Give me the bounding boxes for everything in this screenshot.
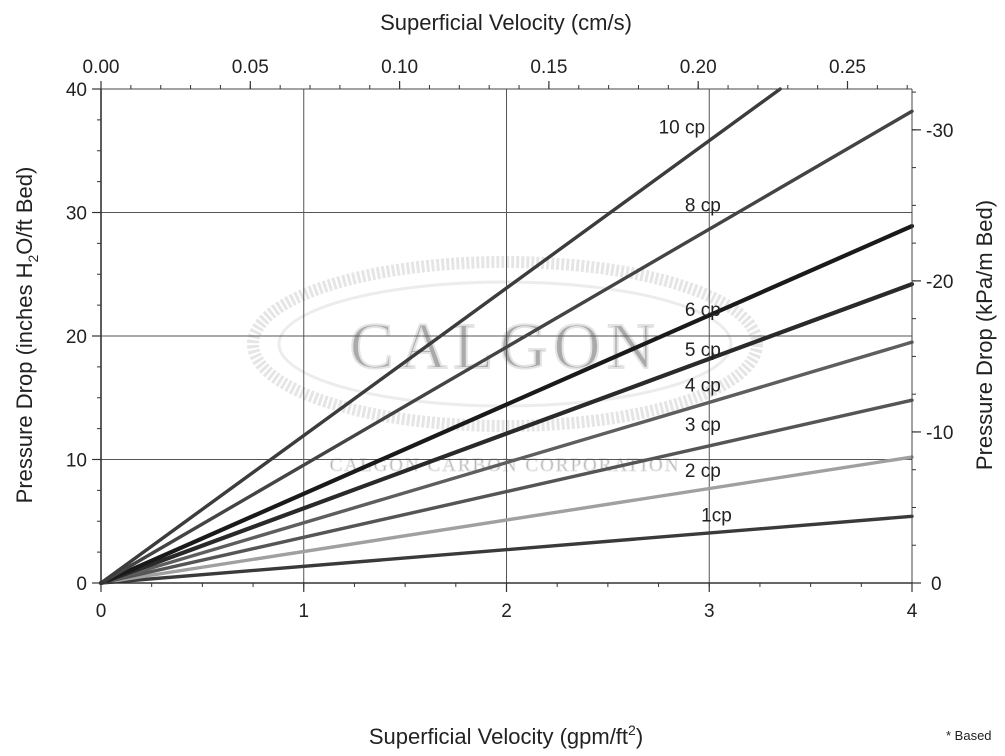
svg-text:CALGON: CALGON <box>350 310 661 383</box>
left-tick-label: 10 <box>66 451 87 472</box>
series-label-7: 2 cp <box>685 461 721 482</box>
series-label-2: 8 cp <box>685 195 721 216</box>
left-tick-label: 30 <box>66 204 87 225</box>
series-line-7 <box>99 109 914 585</box>
series-label-8: 1cp <box>701 505 732 526</box>
top-tick-label: 0.25 <box>829 57 866 78</box>
series-line-2 <box>99 455 914 585</box>
left-axis-title-end: O/ft Bed) <box>12 167 37 255</box>
top-tick-label: 0.15 <box>530 57 567 78</box>
series-line-8 <box>99 87 782 585</box>
footnote: * Based <box>946 728 992 743</box>
bottom-tick-label: 4 <box>907 601 918 622</box>
left-axis-title: Pressure Drop (inches H2O/ft Bed) <box>12 167 41 504</box>
axes: 0 1 2 3 4 0.00 0.05 0.10 0.15 0.20 0.25 0 10 20 30 40 0 -… <box>66 57 954 622</box>
series-label-3: 6 cp <box>685 300 721 321</box>
left-tick-label: 40 <box>66 80 87 101</box>
right-tick-label: -20 <box>926 272 953 293</box>
bottom-tick-label: 0 <box>96 601 107 622</box>
bottom-tick-label: 2 <box>501 601 512 622</box>
top-tick-label: 0.10 <box>381 57 418 78</box>
left-axis-title-main: Pressure Drop (inches H <box>12 262 37 503</box>
grid <box>101 89 912 583</box>
series-line-1 <box>99 514 914 585</box>
left-tick-label: 0 <box>76 574 87 595</box>
series-line-6 <box>98 223 915 586</box>
bottom-axis-title-sup: 2 <box>628 722 636 738</box>
bottom-axis-title-main: Superficial Velocity (gpm/ft <box>369 724 628 749</box>
series-label-6: 3 cp <box>685 415 721 436</box>
bottom-tick-label: 1 <box>298 601 309 622</box>
top-tick-label: 0.05 <box>232 57 269 78</box>
series-line-5 <box>98 282 915 586</box>
series-lines <box>98 87 915 586</box>
right-axis-title: Pressure Drop (kPa/m Bed) <box>972 200 997 470</box>
top-tick-label: 0.00 <box>83 57 120 78</box>
right-tick-label: -10 <box>926 423 953 444</box>
series-line-3 <box>99 398 914 585</box>
right-tick-label: 0 <box>931 574 942 595</box>
series-label-5: 4 cp <box>685 376 721 397</box>
bottom-tick-label: 3 <box>704 601 715 622</box>
series-label-1: 10 cp <box>659 117 705 138</box>
series-line-4 <box>99 340 914 585</box>
left-axis-title-sub: 2 <box>25 254 41 262</box>
bottom-axis-title: Superficial Velocity (gpm/ft2) <box>369 722 643 749</box>
left-tick-label: 20 <box>66 327 87 348</box>
bottom-axis-title-end: ) <box>636 724 643 749</box>
series-labels: 10 cp 8 cp 6 cp 5 cp 4 cp 3 cp 2 cp 1cp <box>659 117 732 526</box>
top-tick-label: 0.20 <box>680 57 717 78</box>
series-label-4: 5 cp <box>685 340 721 361</box>
right-tick-label: -30 <box>926 121 953 142</box>
top-axis-title: Superficial Velocity (cm/s) <box>380 10 632 35</box>
